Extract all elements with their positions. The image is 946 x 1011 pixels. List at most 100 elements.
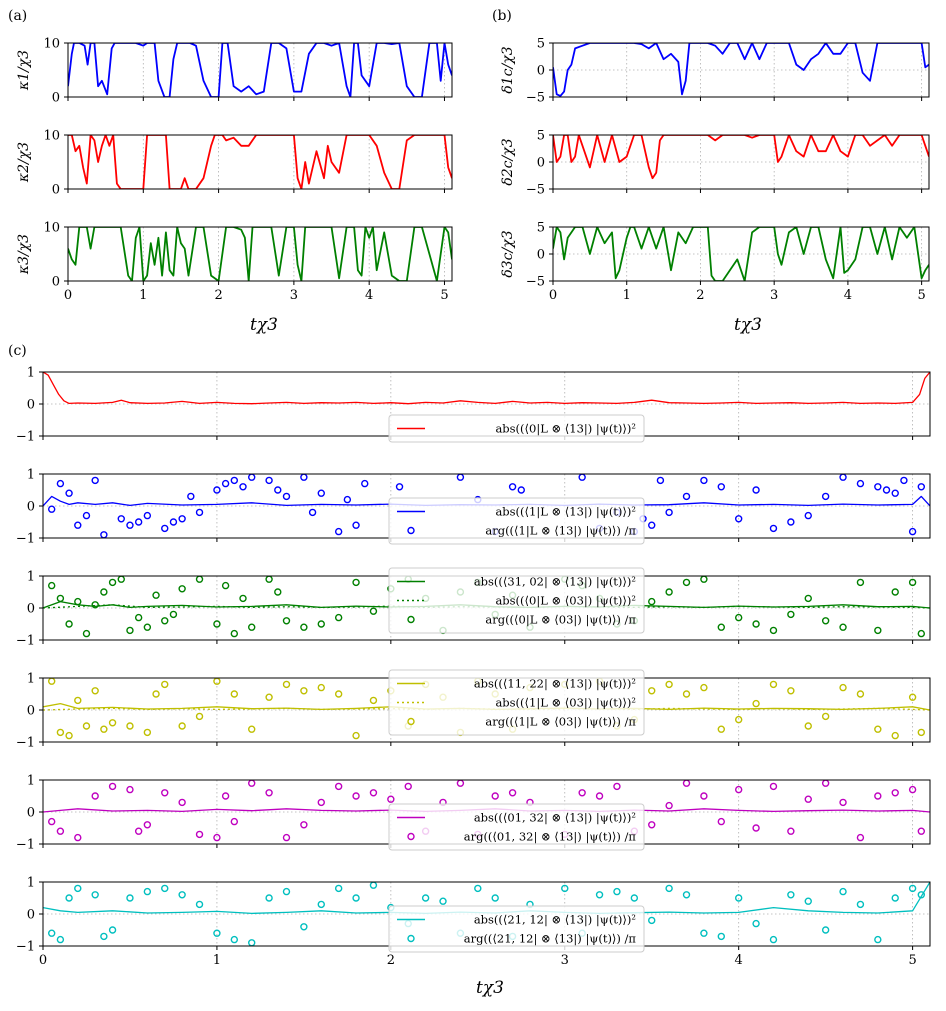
data-point [265, 789, 273, 797]
data-point [648, 821, 656, 829]
y-tick-label: 5 [537, 129, 545, 144]
y-tick-label: −5 [526, 91, 545, 106]
axes-frame [67, 134, 453, 190]
subplot-b2: −5 0 5 δ2c/χ3 [500, 129, 930, 198]
data-point [908, 884, 917, 893]
x-tick-label: 1 [213, 953, 221, 968]
data-point [334, 884, 343, 893]
data-point [665, 508, 673, 517]
data-point [47, 581, 56, 590]
axes-frame [67, 226, 453, 282]
data-point [682, 891, 691, 899]
plot-area [43, 372, 930, 405]
subplot-a1: 0 10 κ1/χ3 [16, 37, 453, 106]
data-point [239, 483, 247, 491]
series-line [68, 135, 452, 189]
data-point [161, 617, 169, 625]
data-point [856, 833, 865, 842]
data-point [508, 789, 517, 797]
y-tick-label: 1 [27, 876, 35, 891]
plot-area [553, 43, 929, 97]
data-point [265, 894, 273, 902]
subplot-a2: 0 10 κ2/χ3 [16, 129, 453, 198]
x-tick-label: 0 [64, 288, 72, 303]
data-point [65, 894, 73, 902]
data-point [248, 780, 256, 787]
data-point [300, 923, 308, 931]
y-axis-label: δ3c/χ3 [500, 230, 516, 277]
x-tick-label: 5 [440, 288, 448, 303]
data-point [100, 531, 108, 538]
data-point [134, 827, 143, 835]
data-point [787, 687, 795, 695]
data-point [47, 817, 56, 826]
data-point [82, 629, 91, 638]
legend-marker [407, 615, 415, 624]
legend-marker [407, 832, 415, 841]
data-point [300, 821, 308, 829]
data-point [891, 731, 899, 740]
data-point [282, 887, 291, 896]
data-point [682, 492, 691, 501]
subplot-c2: −1 0 1 abs((⟨1|L ⊗ ⟨13|) |ψ(t)⟩)² arg((⟨1|L … [16, 468, 931, 547]
panel-label-c: (c) [8, 343, 27, 359]
data-point [282, 617, 291, 625]
data-point [900, 476, 908, 485]
data-point [300, 474, 308, 481]
data-point [274, 486, 282, 494]
legend-box [388, 414, 645, 443]
y-tick-label: 0 [537, 156, 545, 171]
data-point [474, 884, 482, 893]
data-point [265, 693, 273, 701]
data-point [456, 780, 465, 787]
data-point [769, 680, 778, 689]
legend-box [388, 905, 645, 953]
data-point [517, 486, 525, 494]
subplot-c1: −1 0 1 abs((⟨0|L ⊗ ⟨13|) |ψ(t)⟩)² [16, 366, 931, 445]
data-point [578, 474, 586, 481]
data-point [700, 683, 708, 692]
y-tick-label: −1 [16, 532, 35, 547]
y-tick-label: −5 [526, 183, 545, 198]
legend-label: arg((⟨1|L ⊗ ⟨03|) |ψ(t)⟩) /π [485, 715, 636, 730]
data-point [317, 900, 325, 909]
data-point [656, 476, 665, 485]
legend-label: arg((⟨21, 12| ⊗ ⟨13|) |ψ(t)⟩) /π [464, 932, 637, 947]
data-point [891, 894, 899, 902]
data-point [752, 486, 760, 494]
data-point [143, 887, 152, 896]
data-point [334, 527, 343, 536]
data-point [917, 827, 926, 835]
data-point [734, 613, 743, 622]
legend-label: abs((⟨31, 02| ⊗ ⟨13|) |ψ(t)⟩)² [474, 575, 636, 590]
y-tick-label: 0 [27, 704, 35, 719]
data-point [908, 527, 917, 536]
data-point [221, 479, 230, 488]
data-point [804, 594, 812, 603]
data-point [908, 785, 917, 794]
data-point [648, 687, 656, 695]
data-point [595, 891, 604, 899]
data-point [317, 620, 325, 628]
data-point [891, 789, 899, 797]
data-point [178, 891, 186, 899]
data-point [195, 712, 204, 721]
data-point [334, 690, 343, 698]
data-point [717, 932, 725, 941]
data-point [334, 613, 343, 622]
data-point [717, 623, 725, 631]
data-point [91, 601, 99, 609]
data-point [187, 492, 195, 501]
data-point [74, 884, 82, 893]
data-point [82, 511, 91, 520]
y-tick-label: 0 [27, 398, 35, 413]
data-point [369, 696, 378, 705]
data-point [91, 792, 99, 800]
legend-box [388, 567, 645, 634]
data-point [804, 897, 812, 905]
data-point [752, 919, 760, 928]
data-point [230, 690, 239, 698]
data-point [908, 693, 917, 701]
data-point [369, 789, 378, 797]
data-point [143, 728, 152, 737]
